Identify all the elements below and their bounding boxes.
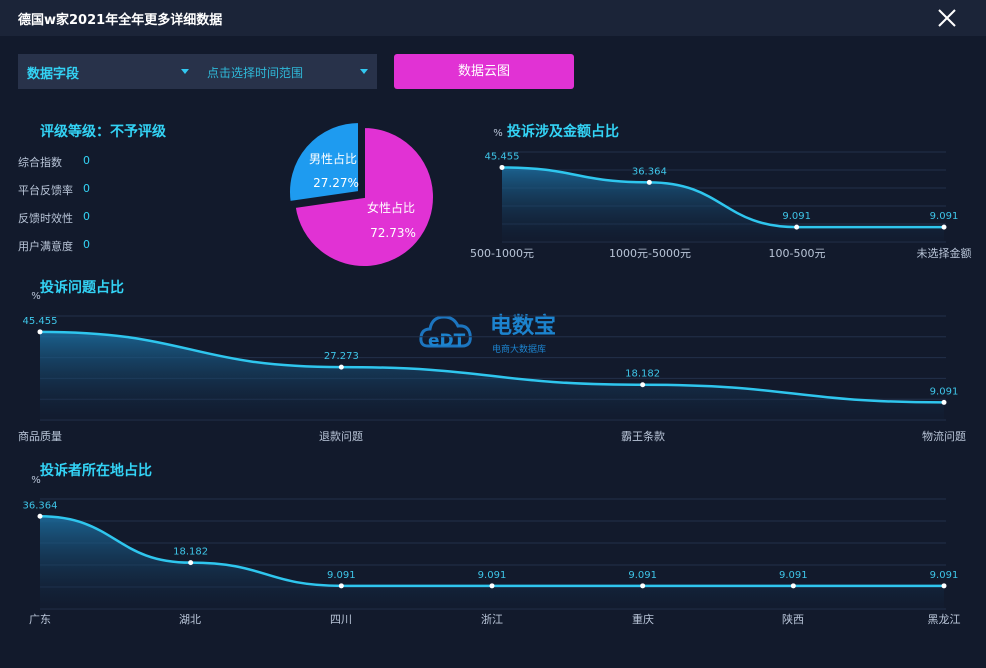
issue-chart-title: 投诉问题占比 [40,280,124,296]
watermark-brand: 电数宝 [490,313,556,339]
issue-data-label: 9.091 [930,386,959,397]
location-data-label: 9.091 [628,570,657,581]
amount-data-label: 9.091 [782,211,811,222]
amount-point [941,224,947,230]
rating-label: 用户满意度 [18,240,73,253]
time-range-select[interactable]: 点击选择时间范围 [198,54,377,89]
amount-x-tick-label: 未选择金额 [917,246,972,260]
edt-watermark: eDT 电数宝 电商大数据库 [418,302,578,358]
watermark-subtitle: 电商大数据库 [492,343,546,355]
watermark-logo-text: eDT [428,331,466,351]
close-icon [938,9,956,27]
location-x-tick-label: 重庆 [632,612,654,626]
issue-x-tick-label: 物流问题 [922,429,966,443]
location-x-tick-label: 湖北 [179,613,201,626]
title-bar: 德国w家2021年全年更多详细数据 [0,0,986,36]
amount-series-line [501,166,944,229]
location-point [790,583,796,589]
rating-label: 综合指数 [18,156,62,169]
location-data-label: 9.091 [779,570,808,581]
rating-value: 0 [83,154,90,167]
close-button[interactable] [932,4,962,32]
pie-slice-female [293,125,435,268]
pie-label-male: 男性占比 [309,151,357,166]
rating-title: 评级等级：不予评级 [40,124,166,140]
location-x-tick-label: 浙江 [481,613,503,626]
location-point [188,560,194,566]
amount-data-label: 9.091 [930,211,959,222]
rating-row: 用户满意度 0 [18,238,90,254]
location-x-tick-label: 四川 [330,613,352,626]
location-point [37,513,43,519]
issue-series-line [39,330,945,404]
pie-value-male: 27.27% [313,176,359,190]
filter-bar: 数据字段 点击选择时间范围 [18,54,377,89]
data-cloud-button[interactable]: 数据云图 [394,54,574,89]
location-y-unit: % [31,475,41,486]
issue-area-fill [40,331,944,420]
rating-label: 平台反馈率 [18,184,73,197]
issue-x-tick-label: 退款问题 [319,429,363,443]
chevron-down-icon [181,69,189,74]
pie-label-female: 女性占比 [367,200,415,215]
location-point [338,583,344,589]
issue-data-label: 27.273 [324,351,359,362]
rating-label: 反馈时效性 [18,212,73,225]
issue-point [640,382,646,388]
chevron-down-icon [360,69,368,74]
location-point [941,583,947,589]
amount-chart-title: 投诉涉及金额占比 [507,124,619,140]
amount-point [646,179,652,185]
amount-x-tick-label: 1000元-5000元 [609,247,691,260]
location-chart-title: 投诉者所在地占比 [40,463,152,479]
issue-data-label: 45.455 [23,316,58,327]
rating-row: 反馈时效性 0 [18,210,90,226]
amount-data-label: 36.364 [632,166,667,177]
location-data-label: 9.091 [930,570,959,581]
pie-value-female: 72.73% [370,226,416,240]
location-data-label: 18.182 [173,547,208,558]
issue-point [941,399,947,405]
amount-x-tick-label: 500-1000元 [470,247,534,260]
rating-row: 综合指数 0 [18,154,90,170]
amount-point [499,164,505,170]
location-data-label: 9.091 [327,570,356,581]
issue-x-tick-label: 霸王条款 [621,429,665,443]
issue-point [338,364,344,370]
amount-data-label: 45.455 [485,151,520,162]
location-x-tick-label: 广东 [29,613,51,626]
location-point [489,583,495,589]
issue-data-label: 18.182 [625,369,660,380]
location-point [640,583,646,589]
window-title: 德国w家2021年全年更多详细数据 [18,13,223,28]
location-data-label: 9.091 [478,570,507,581]
issue-y-unit: % [31,291,41,302]
rating-value: 0 [83,210,90,223]
amount-x-tick-label: 100-500元 [769,247,826,260]
location-x-tick-label: 陕西 [782,612,804,626]
time-range-placeholder: 点击选择时间范围 [207,66,304,80]
issue-x-tick-label: 商品质量 [18,429,62,443]
amount-point [794,224,800,230]
rating-value: 0 [83,238,90,251]
pie-slice-male [288,120,360,204]
issue-point [37,329,43,335]
rating-value: 0 [83,182,90,195]
location-x-tick-label: 黑龙江 [928,613,961,626]
rating-row: 平台反馈率 0 [18,182,90,198]
amount-y-unit: % [493,128,503,139]
field-select-label: 数据字段 [27,67,80,82]
location-data-label: 36.364 [23,500,58,511]
field-select[interactable]: 数据字段 [18,54,198,89]
